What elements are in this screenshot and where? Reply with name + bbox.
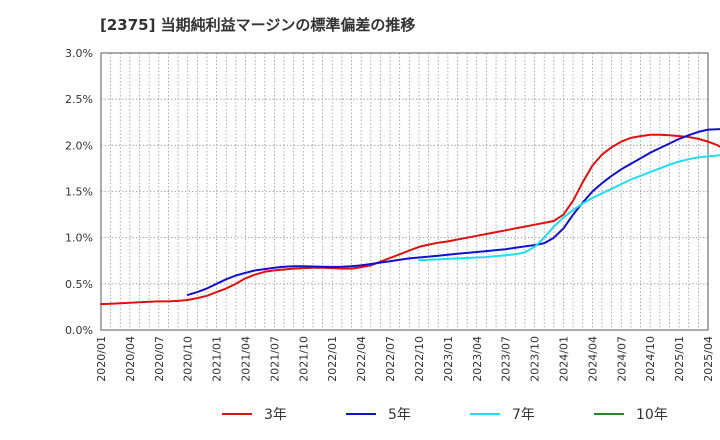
x-tick-label: 2021/01 [211, 336, 224, 382]
y-tick-label: 2.5% [65, 93, 93, 106]
x-tick-label: 2020/07 [153, 336, 166, 382]
x-tick-label: 2022/01 [326, 336, 339, 382]
x-tick-label: 2021/04 [240, 336, 253, 382]
x-tick-label: 2021/07 [268, 336, 281, 382]
y-tick-label: 1.0% [65, 232, 93, 245]
x-tick-labels: 2020/01 2020/04 2020/07 2020/10 2021/01 2021/… [95, 336, 715, 382]
plot-frame [100, 52, 709, 331]
x-tick-label: 2024/04 [586, 336, 599, 382]
x-tick-label: 2024/01 [557, 336, 570, 382]
y-tick-labels: 0.0% 0.5% 1.0% 1.5% 2.0% 2.5% 3.0% [65, 47, 93, 337]
legend-label: 3年 [264, 407, 287, 423]
series-line-3年 [100, 133, 720, 306]
x-tick-label: 2023/04 [471, 336, 484, 382]
legend-label: 7年 [512, 407, 535, 423]
x-tick-label: 2023/10 [529, 336, 542, 382]
x-tick-label: 2022/04 [355, 336, 368, 382]
x-tick-label: 2020/04 [124, 336, 137, 382]
x-tick-label: 2020/10 [182, 336, 195, 382]
legend-label: 5年 [388, 407, 411, 423]
x-tick-label: 2024/07 [615, 336, 628, 382]
series-line-7年 [418, 154, 720, 262]
y-tick-label: 2.0% [65, 139, 93, 152]
x-tick-label: 2022/07 [384, 336, 397, 382]
y-tick-label: 1.5% [65, 186, 93, 199]
y-tick-label: 0.0% [65, 324, 93, 337]
y-tick-label: 0.5% [65, 278, 93, 291]
series-lines [100, 128, 720, 306]
x-tick-label: 2025/04 [702, 336, 715, 382]
series-line-5年 [186, 128, 720, 296]
x-tick-label: 2020/01 [95, 336, 108, 382]
x-tick-label: 2023/01 [442, 336, 455, 382]
chart-title: [2375] 当期純利益マージンの標準偏差の推移 [100, 16, 416, 34]
y-tick-label: 3.0% [65, 47, 93, 60]
grid-lines [101, 53, 708, 330]
legend: 3年 5年 7年 10年 [222, 407, 668, 423]
x-tick-label: 2021/10 [297, 336, 310, 382]
x-tick-label: 2024/10 [644, 336, 657, 382]
x-tick-label: 2025/01 [673, 336, 686, 382]
axes [100, 52, 709, 331]
legend-label: 10年 [636, 407, 668, 423]
x-tick-label: 2022/10 [413, 336, 426, 382]
x-tick-label: 2023/07 [500, 336, 513, 382]
